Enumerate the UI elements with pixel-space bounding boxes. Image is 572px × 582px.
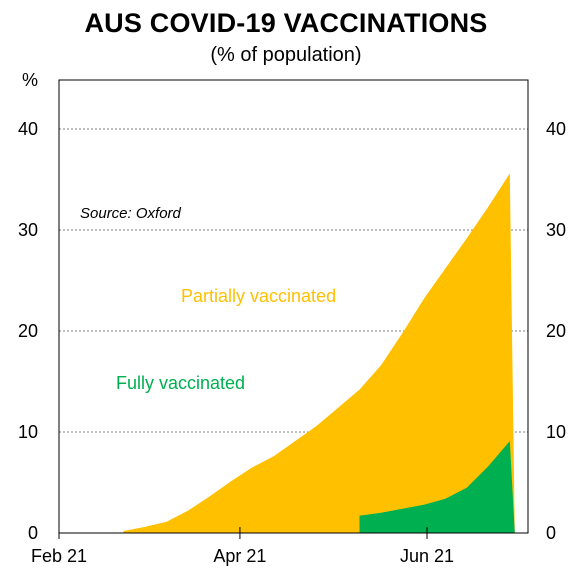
legend-partially-vaccinated: Partially vaccinated bbox=[181, 286, 336, 306]
x-tick-label: Apr 21 bbox=[213, 546, 266, 566]
x-axis-ticks: Feb 21 Apr 21 Jun 21 bbox=[31, 527, 454, 566]
plot-frame bbox=[58, 79, 529, 534]
y-tick-label-left: 20 bbox=[18, 321, 38, 341]
chart-title: AUS COVID-19 VACCINATIONS bbox=[84, 8, 488, 38]
y-tick-label-right: 20 bbox=[546, 321, 566, 341]
source-note: Source: Oxford bbox=[80, 205, 182, 222]
y-tick-label-right: 40 bbox=[546, 119, 566, 139]
area-fully-vaccinated bbox=[359, 441, 515, 533]
y-axis-ticks: 0 0 10 10 20 20 30 30 40 40 bbox=[18, 119, 566, 543]
y-tick-label-right: 30 bbox=[546, 220, 566, 240]
x-tick-label: Feb 21 bbox=[31, 546, 87, 566]
area-partially-vaccinated bbox=[123, 173, 515, 533]
y-tick-label-left: 40 bbox=[18, 119, 38, 139]
chart-subtitle: (% of population) bbox=[210, 44, 362, 66]
y-tick-label-right: 10 bbox=[546, 422, 566, 442]
y-tick-label-left: 10 bbox=[18, 422, 38, 442]
x-tick-label: Jun 21 bbox=[400, 546, 454, 566]
y-tick-label-left: 0 bbox=[28, 523, 38, 543]
area-series bbox=[123, 173, 515, 533]
y-tick-label-right: 0 bbox=[546, 523, 556, 543]
legend-fully-vaccinated: Fully vaccinated bbox=[116, 373, 245, 393]
y-unit-label: % bbox=[22, 70, 38, 90]
y-tick-label-left: 30 bbox=[18, 220, 38, 240]
